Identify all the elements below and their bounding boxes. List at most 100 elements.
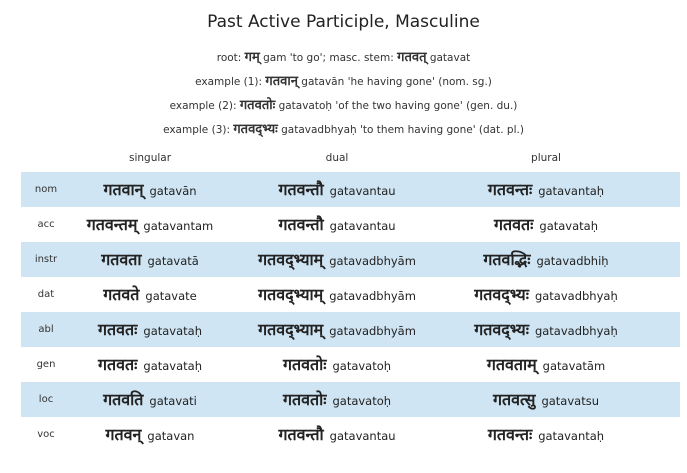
example-prefix: example (2): xyxy=(169,100,240,112)
form-transliteration: gatavan xyxy=(147,429,195,443)
example-gloss: gatavān 'he having gone' (nom. sg.) xyxy=(297,76,492,88)
cell-singular: गतवता gatavatā xyxy=(101,242,199,277)
cell-singular: गतवति gatavati xyxy=(103,382,197,417)
form-transliteration: gatavān xyxy=(149,184,197,198)
table-row: nom गतवान् gatavān गतवन्तौ gatavantau गतवन्तः… xyxy=(21,172,680,207)
form-devanagari: गतवद्भ्याम् xyxy=(258,320,324,339)
example-devanagari: गतवद्भ्यः xyxy=(233,122,278,137)
table-row: abl गतवतः gatavataḥ गतवद्भ्याम् gatavadbhyām… xyxy=(21,312,680,347)
form-devanagari: गतवन्तौ xyxy=(278,180,324,199)
example-line: example (3): गतवद्भ्यः gatavadbhyaḥ 'to … xyxy=(0,119,687,137)
form-devanagari: गतवन्तः xyxy=(487,425,533,444)
form-transliteration: gatavantaḥ xyxy=(538,184,605,198)
form-transliteration: gatavatoḥ xyxy=(332,359,392,373)
cell-dual: गतवतोः gatavatoḥ xyxy=(283,347,391,382)
form-devanagari: गतवते xyxy=(103,285,140,304)
cell-dual: गतवद्भ्याम् gatavadbhyām xyxy=(258,277,416,312)
form-transliteration: gatavatoḥ xyxy=(332,394,392,408)
cell-singular: गतवतः gatavataḥ xyxy=(98,312,202,347)
cell-singular: गतवान् gatavān xyxy=(103,172,196,207)
table-row: voc गतवन् gatavan गतवन्तौ gatavantau गतवन्तः g… xyxy=(21,417,680,452)
form-transliteration: gatavataḥ xyxy=(539,219,598,233)
cell-plural: गतवद्भ्यः gatavadbhyaḥ xyxy=(474,312,618,347)
form-devanagari: गतवत्सु xyxy=(493,390,536,409)
form-transliteration: gatavataḥ xyxy=(143,324,202,338)
table-row: loc गतवति gatavati गतवतोः gatavatoḥ गतवत्सु ga… xyxy=(21,382,680,417)
form-devanagari: गतवन्तम् xyxy=(86,215,138,234)
cell-dual: गतवन्तौ gatavantau xyxy=(278,417,395,452)
case-label: acc xyxy=(37,219,55,230)
case-label: gen xyxy=(36,359,56,370)
cell-plural: गतवन्तः gatavantaḥ xyxy=(488,172,604,207)
case-label: abl xyxy=(38,324,54,335)
case-label: loc xyxy=(38,394,54,405)
cell-dual: गतवन्तौ gatavantau xyxy=(278,207,395,242)
form-transliteration: gatavantau xyxy=(329,219,396,233)
form-devanagari: गतवन्तौ xyxy=(278,425,324,444)
form-devanagari: गतवतः xyxy=(494,215,534,234)
example-line: example (2): गतवतोः gatavatoḥ 'of the tw… xyxy=(0,95,687,113)
cell-plural: गतवतः gatavataḥ xyxy=(494,207,598,242)
form-devanagari: गतवद्भ्यः xyxy=(474,320,529,339)
form-transliteration: gatavadbhiḥ xyxy=(536,254,609,268)
form-transliteration: gatavadbhyām xyxy=(329,324,416,338)
example-gloss: gatavatoḥ 'of the two having gone' (gen.… xyxy=(275,100,518,112)
table-row: acc गतवन्तम् gatavantam गतवन्तौ gatavantau गत… xyxy=(21,207,680,242)
cell-plural: गतवन्तः gatavantaḥ xyxy=(488,417,604,452)
cell-dual: गतवतोः gatavatoḥ xyxy=(283,382,391,417)
form-devanagari: गतवान् xyxy=(103,180,144,199)
cell-plural: गतवत्सु gatavatsu xyxy=(493,382,599,417)
form-transliteration: gatavadbhyām xyxy=(329,254,416,268)
cell-dual: गतवन्तौ gatavantau xyxy=(278,172,395,207)
case-label: dat xyxy=(37,289,55,300)
cell-singular: गतवन्तम् gatavantam xyxy=(87,207,213,242)
form-devanagari: गतवन्तौ xyxy=(278,215,324,234)
form-devanagari: गतवद्भ्याम् xyxy=(258,285,324,304)
form-devanagari: गतवद्भिः xyxy=(483,250,531,269)
table-body: nom गतवान् gatavān गतवन्तौ gatavantau गतवन्तः… xyxy=(21,172,680,452)
example-gloss: gatavadbhyaḥ 'to them having gone' (dat.… xyxy=(277,124,524,136)
declension-table: singular dual plural nom गतवान् gatavān गतव… xyxy=(21,148,680,452)
page-title: Past Active Participle, Masculine xyxy=(207,12,480,32)
form-transliteration: gatavantam xyxy=(143,219,214,233)
form-devanagari: गतवताम् xyxy=(486,355,537,374)
form-transliteration: gatavadbhyaḥ xyxy=(534,289,618,303)
form-transliteration: gatavati xyxy=(149,394,197,408)
cell-singular: गतवन् gatavan xyxy=(106,417,195,452)
cell-plural: गतवद्भिः gatavadbhiḥ xyxy=(483,242,608,277)
form-devanagari: गतवद्भ्याम् xyxy=(258,250,324,269)
column-header-plural: plural xyxy=(531,152,561,164)
form-transliteration: gatavate xyxy=(145,289,197,303)
example-line: example (1): गतवान् gatavān 'he having g… xyxy=(0,71,687,89)
example-prefix: example (1): xyxy=(195,76,266,88)
column-header-singular: singular xyxy=(128,152,172,164)
form-transliteration: gatavantaḥ xyxy=(538,429,605,443)
form-devanagari: गतवति xyxy=(103,390,144,409)
cell-singular: गतवतः gatavataḥ xyxy=(98,347,202,382)
case-label: nom xyxy=(34,184,58,195)
example-devanagari: गतवतोः xyxy=(239,98,276,113)
root-line: root: गम् gam 'to go'; masc. stem: गतवत्… xyxy=(0,47,687,65)
example-prefix: example (3): xyxy=(163,124,234,136)
form-transliteration: gatavadbhyaḥ xyxy=(534,324,618,338)
cell-dual: गतवद्भ्याम् gatavadbhyām xyxy=(258,312,416,347)
form-transliteration: gatavatā xyxy=(147,254,199,268)
form-devanagari: गतवतोः xyxy=(282,390,327,409)
form-transliteration: gatavantau xyxy=(329,184,396,198)
form-devanagari: गतवतोः xyxy=(282,355,327,374)
stem-devanagari: गतवत् xyxy=(397,50,427,65)
case-label: instr xyxy=(34,254,58,265)
form-devanagari: गतवन्तः xyxy=(487,180,533,199)
form-transliteration: gatavatsu xyxy=(541,394,599,408)
table-header-row: singular dual plural xyxy=(21,148,680,172)
form-devanagari: गतवता xyxy=(101,250,142,269)
stem-transliteration: gatavat xyxy=(426,52,471,64)
form-devanagari: गतवद्भ्यः xyxy=(474,285,529,304)
column-header-dual: dual xyxy=(325,152,349,164)
form-transliteration: gatavadbhyām xyxy=(329,289,416,303)
example-devanagari: गतवान् xyxy=(265,74,298,89)
form-transliteration: gatavantau xyxy=(329,429,396,443)
cell-singular: गतवते gatavate xyxy=(103,277,197,312)
form-devanagari: गतवतः xyxy=(98,320,138,339)
table-row: gen गतवतः gatavataḥ गतवतोः gatavatoḥ गतवताम् g… xyxy=(21,347,680,382)
